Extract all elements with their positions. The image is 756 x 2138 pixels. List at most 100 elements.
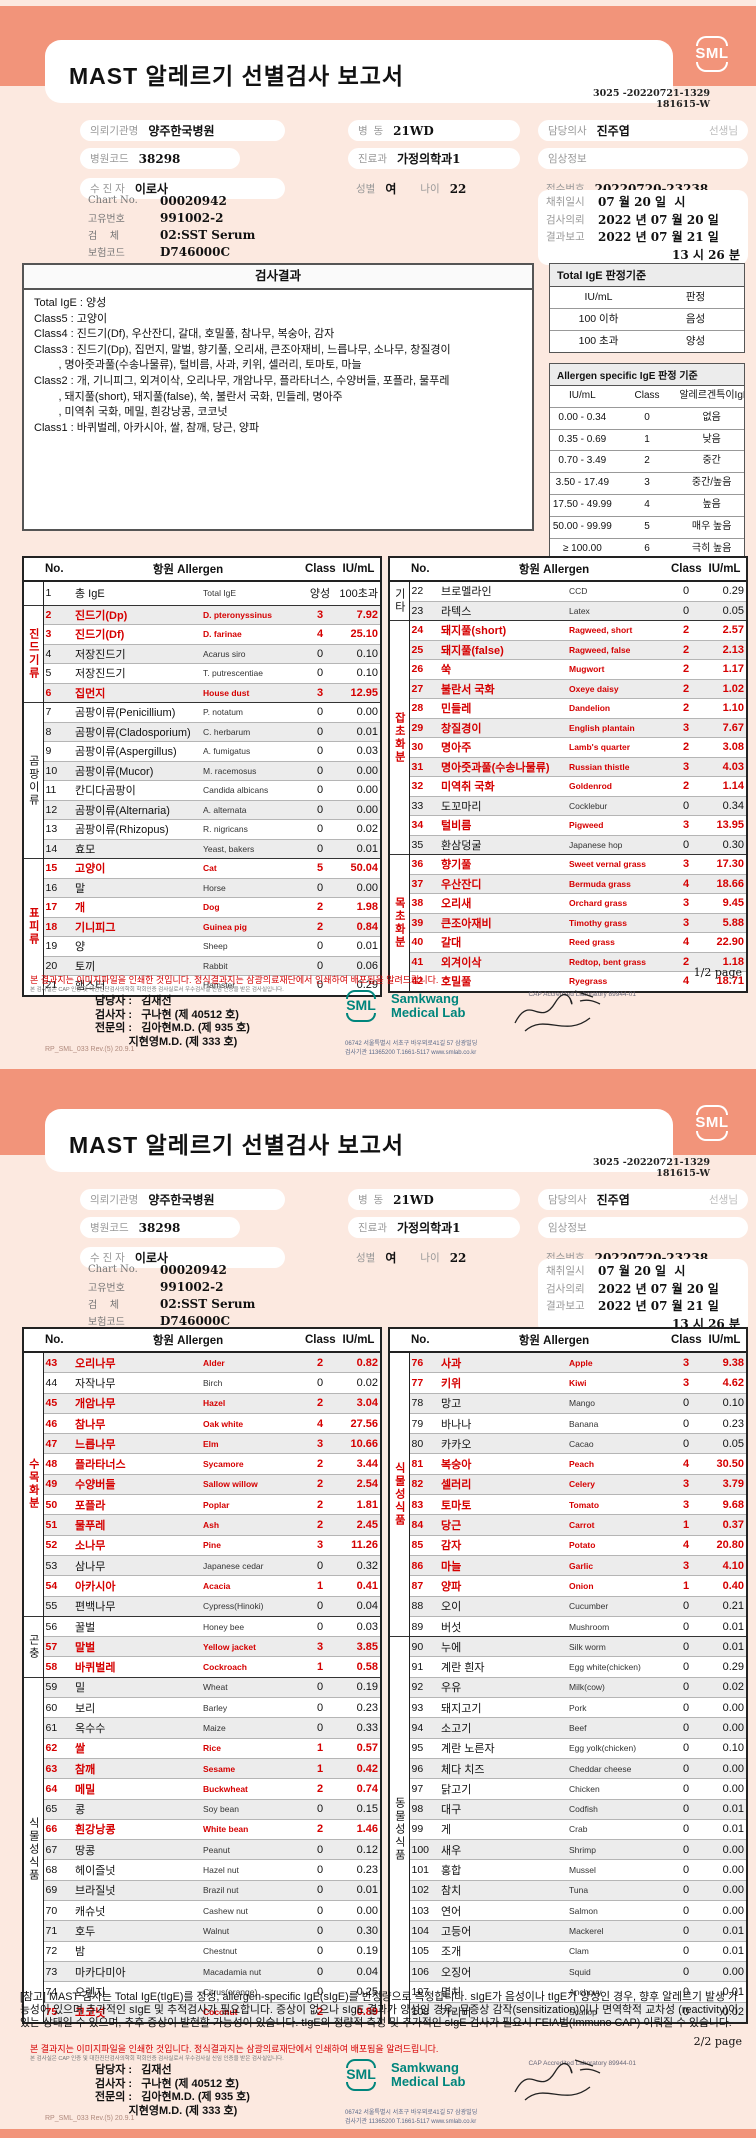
cell-class: 2: [669, 698, 703, 718]
cell-allergen-en: Elm: [201, 1433, 303, 1454]
cell-allergen-kr: 소나무: [73, 1534, 201, 1556]
group-label: 식물성식품: [389, 1351, 410, 1637]
cell-iu: 0.37: [703, 1514, 747, 1536]
cell-allergen-kr: 콩: [73, 1798, 201, 1820]
field-hospital-code: 병원코드 38298: [80, 148, 240, 169]
cell-iu: 13.95: [703, 815, 747, 835]
cell-allergen-kr: 플라타너스: [73, 1453, 201, 1475]
cell-allergen-kr: 쌀: [73, 1737, 201, 1759]
cell-allergen-kr: 홍합: [439, 1859, 567, 1881]
cell-allergen-en: Carrot: [567, 1514, 669, 1536]
cell-no: 57: [43, 1636, 73, 1657]
cell-allergen-en: Timothy grass: [567, 912, 669, 933]
cell-no: 70: [43, 1900, 73, 1921]
cell-class: 0: [303, 1879, 337, 1901]
criteria-row: 50.00 - 99.99 5 매우 높음: [550, 515, 744, 538]
cell-no: 56: [43, 1615, 73, 1637]
cell-iu: 0.30: [337, 1920, 381, 1942]
cell-class: 0: [303, 1859, 337, 1881]
cell-no: 43: [43, 1351, 73, 1373]
cell-allergen-kr: 호두: [73, 1920, 201, 1942]
cell-allergen-kr: 브로멜라인: [439, 580, 567, 601]
cell-allergen-en: Mugwort: [567, 659, 669, 679]
cell-no: 93: [409, 1697, 439, 1718]
field-patient-name: 수 진 자 이로사: [80, 178, 285, 199]
cell-allergen-kr: 마늘: [439, 1554, 567, 1576]
cell-allergen-en: Ragweed, short: [567, 620, 669, 640]
cell-no: 54: [43, 1575, 73, 1597]
cell-no: 34: [409, 815, 439, 835]
cell-class: 0: [669, 1656, 703, 1678]
criteria-row: 17.50 - 49.99 4 높음: [550, 493, 744, 516]
cell-allergen-en: Oak white: [201, 1412, 303, 1434]
table-row: 10 곰팡이류(Mucor) M. racemosus 0 0.00: [23, 760, 381, 781]
cell-allergen-en: Goldenrod: [567, 776, 669, 796]
cell-iu: 0.02: [703, 1676, 747, 1698]
cell-allergen-kr: 곰팡이류(Mucor): [73, 760, 201, 781]
criteria-row: 0.00 - 0.34 0 없음: [550, 406, 744, 429]
print-notice: 본 결과지는 이미지파일을 인쇄한 것입니다. 정식결과지는 삼광의료재단에서 …: [30, 975, 439, 985]
cell-allergen-en: Peach: [567, 1453, 669, 1475]
cell-no: 7: [43, 702, 73, 722]
cell-iu: 20.80: [703, 1534, 747, 1556]
staff-block: 담당자 : 김재선 검사자 : 구나현 (제 40512 호) 전문의 : 김아현M…: [95, 2064, 250, 2117]
table-row: 18 기니피그 Guinea pig 2 0.84: [23, 916, 381, 937]
cell-allergen-en: Cashew nut: [201, 1900, 303, 1921]
cell-no: 50: [43, 1494, 73, 1515]
cell-iu: 2.54: [337, 1473, 381, 1495]
report-page-2: MAST 알레르기 선별검사 보고서 SML 3025 -20220721-13…: [0, 1069, 756, 2138]
samkwang-wordmark: Samkwang Medical Lab: [391, 991, 466, 1020]
table-row: 48 플라타너스 Sycamore 2 3.44: [23, 1453, 381, 1475]
cell-iu: 1.17: [703, 659, 747, 679]
table-row: 28 민들레 Dandelion 2 1.10: [389, 698, 747, 718]
lab-certification-notice: 본 검사실은 CAP 인증 및 대한진단검사의학회 학회인증 검사실로서 우수검…: [30, 2056, 284, 2062]
cell-iu: 0.00: [703, 1778, 747, 1800]
group-label: 곰팡이류: [23, 702, 44, 859]
cell-no: 91: [409, 1656, 439, 1678]
cell-allergen-kr: 토마토: [439, 1494, 567, 1515]
table-row: 곤충 56 꿀벌 Honey bee 0 0.03: [23, 1615, 381, 1678]
cell-allergen-en: D. pteronyssinus: [201, 604, 303, 625]
cell-allergen-en: Clam: [567, 1940, 669, 1962]
cell-allergen-en: R. nigricans: [201, 819, 303, 839]
cell-no: 49: [43, 1473, 73, 1495]
cell-iu: 3.79: [703, 1473, 747, 1495]
cell-iu: 12.95: [337, 682, 381, 703]
cell-class: 2: [303, 1514, 337, 1536]
table-row: 식물성식품 59 밀 Wheat 0 0.19: [23, 1676, 381, 2023]
result-summary-box: 검사결과 Total IgE : 양성 Class5 : 고양이 Class4 : …: [22, 263, 534, 531]
cell-allergen-en: A. alternata: [201, 799, 303, 820]
cell-no: 94: [409, 1717, 439, 1739]
cell-iu: 0.32: [337, 1554, 381, 1576]
cell-allergen-kr: 아카시아: [73, 1575, 201, 1597]
cell-iu: 0.00: [337, 1900, 381, 1921]
cell-allergen-en: Onion: [567, 1575, 669, 1597]
cell-allergen-kr: 키위: [439, 1372, 567, 1394]
table-row: 67 땅콩 Peanut 0 0.12: [23, 1839, 381, 1860]
cell-allergen-kr: 자작나무: [73, 1372, 201, 1394]
cell-allergen-kr: 옥수수: [73, 1717, 201, 1739]
cell-iu: 1.18: [703, 951, 747, 972]
cell-no: 40: [409, 932, 439, 952]
cell-iu: 5.88: [703, 912, 747, 933]
table-row: 식물성식품 76 사과 Apple 3 9.38: [389, 1351, 747, 1637]
cell-no: 90: [409, 1636, 439, 1657]
cell-allergen-en: Cucumber: [567, 1595, 669, 1617]
cell-allergen-en: Acarus siro: [201, 643, 303, 664]
cell-no: 78: [409, 1392, 439, 1414]
table-row: 101 홍합 Mussel 0 0.00: [389, 1859, 747, 1881]
cell-no: 36: [409, 854, 439, 874]
document-numbers: 3025 -20220721-1329 181615-W: [593, 88, 710, 110]
cell-iu: 1.46: [337, 1818, 381, 1840]
cell-iu: 4.62: [703, 1372, 747, 1394]
cell-iu: 0.10: [337, 663, 381, 683]
cell-allergen-en: Poplar: [201, 1494, 303, 1515]
cell-class: 0: [303, 741, 337, 761]
cell-no: 98: [409, 1798, 439, 1820]
cell-class: 0: [669, 1798, 703, 1820]
table-row: 65 콩 Soy bean 0 0.15: [23, 1798, 381, 1820]
table-row: 21 햄스터 Hamster 0 0.29: [23, 975, 381, 996]
cell-allergen-en: Yellow jacket: [201, 1636, 303, 1657]
cell-class: 0: [669, 1839, 703, 1860]
cell-iu: 0.00: [337, 877, 381, 898]
